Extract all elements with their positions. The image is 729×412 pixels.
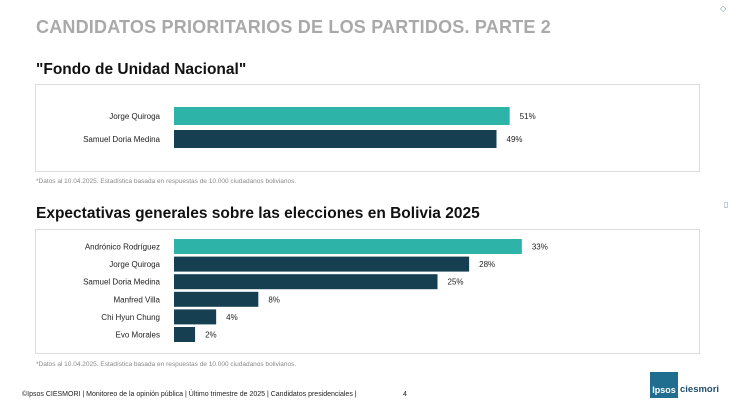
value-label-jorge-quiroga: 28% (479, 260, 495, 269)
page-title: CANDIDATOS PRIORITARIOS DE LOS PARTIDOS.… (36, 17, 551, 37)
edge-mark-icon: ▯ (724, 200, 729, 209)
bar-jorge-quiroga (174, 256, 470, 272)
bar-manfred-villa (174, 291, 259, 307)
bar-chi-hyun-chung (174, 309, 217, 325)
chart-title-fondo-unidad: "Fondo de Unidad Nacional" (36, 61, 247, 78)
category-label-andronico-rodriguez: Andrónico Rodríguez (85, 243, 160, 252)
category-label-samuel-doria-medina: Samuel Doria Medina (83, 135, 160, 144)
value-label-evo-morales: 2% (205, 331, 217, 340)
footnote-chart-1: *Datos al 10.04.2025. Estadística basada… (36, 178, 297, 185)
chart-fondo-unidad-svg: Jorge Quiroga 51% Samuel Doria Medina 49% (83, 107, 536, 148)
page-number: 4 (403, 391, 407, 398)
corner-mark-icon: ◇ (720, 4, 727, 13)
category-label-evo-morales: Evo Morales (116, 331, 160, 340)
chart-title-expectativas: Expectativas generales sobre las eleccio… (36, 205, 480, 222)
ipsos-logo-mark: Ipsos (650, 372, 678, 398)
bar-jorge-quiroga (174, 107, 510, 125)
chart-fondo-unidad: Jorge Quiroga 51% Samuel Doria Medina 49% (35, 84, 700, 172)
footnote-chart-2: *Datos al 10.04.2025. Estadística basada… (36, 361, 297, 368)
footer-text: ©Ipsos CIESMORI | Monitoreo de la opinió… (22, 391, 357, 398)
ipsos-ciesmori-logo: Ipsos ciesmori (650, 372, 720, 398)
bar-samuel-doria-medina (174, 130, 497, 148)
chart-expectativas-svg: Andrónico Rodríguez 33% Jorge Quiroga 28% Sa… (83, 239, 548, 342)
value-label-manfred-villa: 8% (268, 295, 280, 304)
bar-andronico-rodriguez (174, 239, 522, 254)
value-label-samuel-doria-medina: 25% (448, 278, 464, 287)
value-label-andronico-rodriguez: 33% (532, 243, 548, 252)
category-label-samuel-doria-medina: Samuel Doria Medina (83, 278, 160, 287)
chart-expectativas: Andrónico Rodríguez 33% Jorge Quiroga 28% Sa… (35, 229, 700, 354)
value-label-chi-hyun-chung: 4% (226, 313, 238, 322)
bar-samuel-doria-medina (174, 274, 438, 290)
category-label-jorge-quiroga: Jorge Quiroga (109, 260, 160, 269)
category-label-chi-hyun-chung: Chi Hyun Chung (101, 313, 160, 322)
bar-evo-morales (174, 327, 196, 342)
value-label-jorge-quiroga: 51% (520, 112, 536, 121)
value-label-samuel-doria-medina: 49% (507, 135, 523, 144)
category-label-manfred-villa: Manfred Villa (113, 295, 160, 304)
category-label-jorge-quiroga: Jorge Quiroga (109, 112, 160, 121)
ciesmori-logo-text: ciesmori (680, 384, 720, 395)
